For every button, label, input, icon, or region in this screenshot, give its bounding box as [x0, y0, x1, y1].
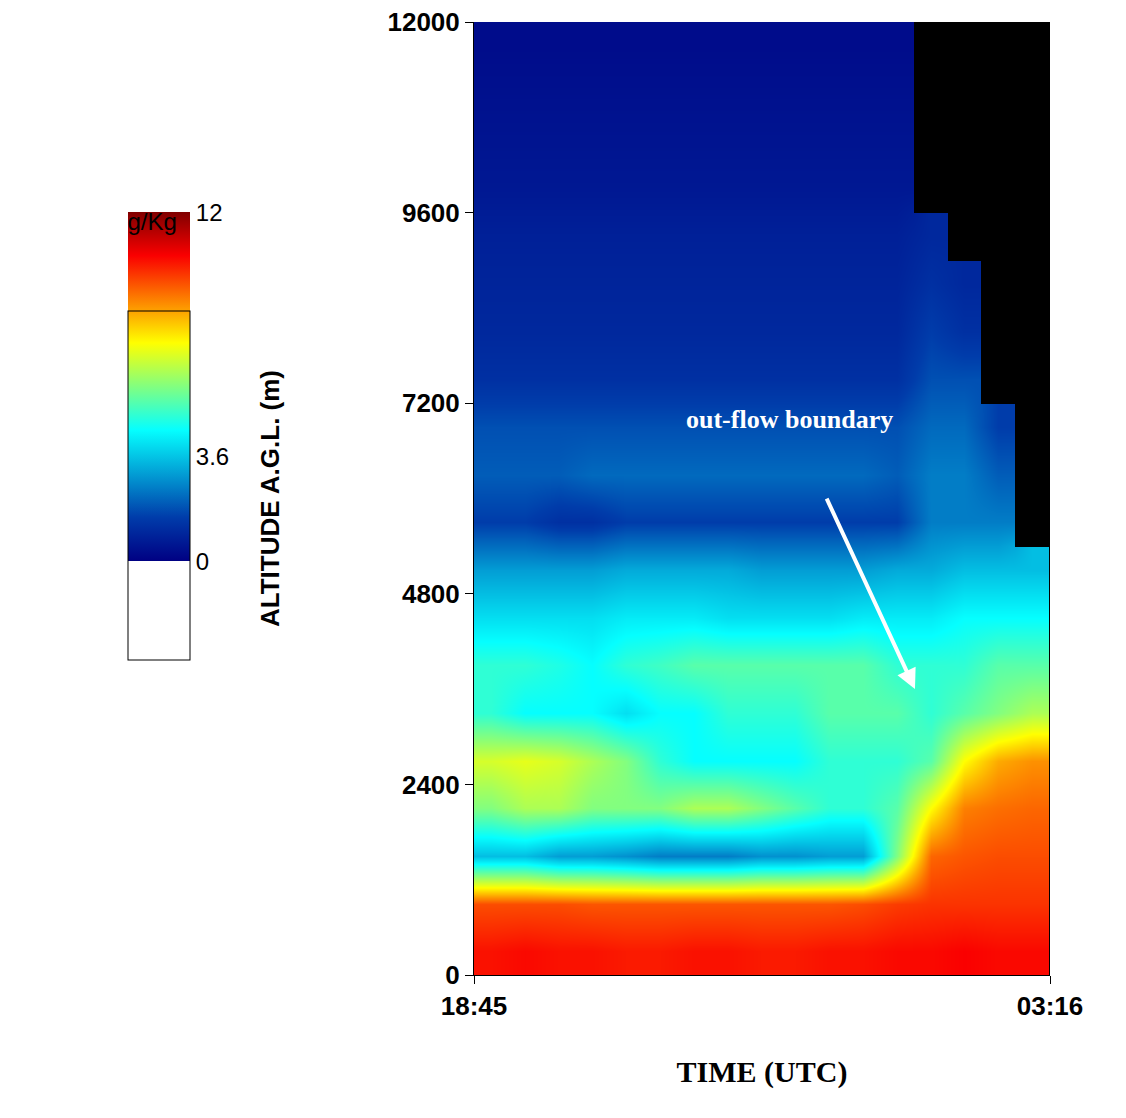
svg-text:g/Kg: g/Kg	[128, 208, 177, 235]
svg-text:03:16: 03:16	[1017, 991, 1084, 1021]
svg-text:4800: 4800	[402, 579, 460, 609]
svg-text:out-flow boundary: out-flow boundary	[686, 405, 893, 434]
svg-text:7200: 7200	[402, 388, 460, 418]
svg-text:0: 0	[196, 548, 209, 575]
svg-text:ALTITUDE A.G.L. (m): ALTITUDE A.G.L. (m)	[255, 370, 285, 627]
svg-text:0: 0	[445, 960, 459, 990]
svg-text:TIME (UTC): TIME (UTC)	[677, 1055, 848, 1089]
svg-text:3.6: 3.6	[196, 443, 229, 470]
svg-text:12000: 12000	[387, 7, 459, 37]
svg-text:18:45: 18:45	[441, 991, 508, 1021]
svg-text:12: 12	[196, 199, 223, 226]
svg-text:9600: 9600	[402, 198, 460, 228]
svg-text:2400: 2400	[402, 770, 460, 800]
